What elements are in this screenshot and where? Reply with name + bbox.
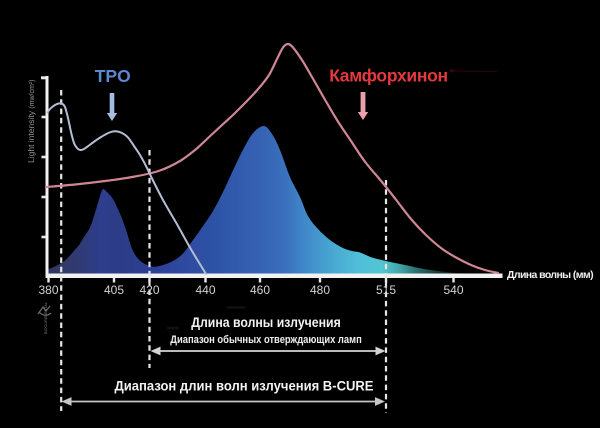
svg-text:Длина волны излучения: Длина волны излучения <box>191 315 341 330</box>
svg-text:420: 420 <box>139 283 159 297</box>
svg-text:480: 480 <box>310 283 330 297</box>
svg-text:380: 380 <box>38 283 58 297</box>
svg-text:440: 440 <box>195 283 215 297</box>
svg-text:Диапазон длин волн излучения B: Диапазон длин волн излучения B-CURE <box>115 378 374 393</box>
svg-text:Диапазон обычных отверждающих: Диапазон обычных отверждающих ламп <box>170 334 362 346</box>
svg-text:515: 515 <box>376 283 396 297</box>
svg-text:Длина волны (мм): Длина волны (мм) <box>507 269 593 281</box>
svg-text:TPO: TPO <box>95 66 131 86</box>
svg-text:BIOCUREDENTAL: BIOCUREDENTAL <box>44 302 48 334</box>
svg-text:460: 460 <box>250 283 270 297</box>
svg-text:540: 540 <box>443 283 463 297</box>
svg-text:Камфорхинон: Камфорхинон <box>329 66 448 86</box>
svg-text:405: 405 <box>104 283 124 297</box>
svg-text:Light intensity (mw/cm²): Light intensity (mw/cm²) <box>26 80 36 164</box>
